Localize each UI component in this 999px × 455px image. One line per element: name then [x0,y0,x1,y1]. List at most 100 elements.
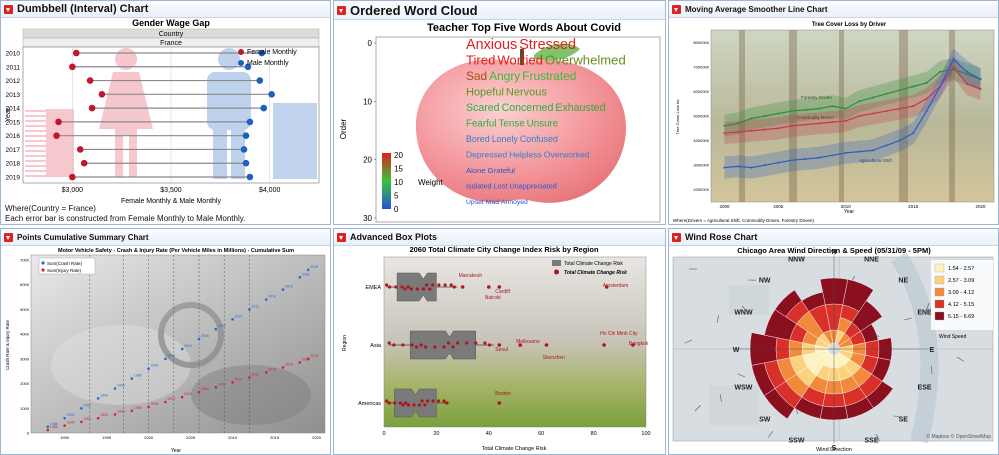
data-point [979,87,982,90]
chart-title: Chicago Area Wind Direction & Speed (05/… [737,246,931,255]
chart-title: 2060 Total Climate City Change Index Ris… [409,245,598,254]
data-point [474,341,478,345]
dumbbell-chart: Gender Wage Gap Country France 2010 2011 2… [5,18,320,205]
data-point [871,112,874,115]
word: Frustrated [522,69,576,83]
point-label: 2016 [285,362,293,366]
word: Angry [489,69,520,83]
legend-points: Total Climate Change Risk [564,270,627,276]
cumulative-point [96,416,100,420]
data-point [885,110,888,113]
menu-triangle-icon[interactable] [672,4,681,14]
word-row: Hopeful Nervous [466,87,547,99]
cumulative-panel: Points Cumulative Summary Chart Motor Ve… [0,228,331,455]
wind-wedge [774,289,803,318]
legend-female: Female Monthly [247,49,297,56]
wind-arrow [768,430,774,438]
chart-title: Gender Wage Gap [132,18,210,28]
windrose-panel: Wind Rose Chart Chicago Area Wind Direct… [668,228,999,455]
word: Fearful [466,119,497,130]
outlier-point [460,285,465,289]
direction-label: SW [759,416,771,423]
wind-arrow [893,415,902,418]
cumulative-point [248,376,251,379]
y-tick-label: Asia [370,343,382,349]
point-label: 1998 [134,374,142,378]
x-tick-label: 2020 [312,435,322,440]
menu-triangle-icon[interactable] [4,4,13,14]
point-label: 2019 [310,265,318,269]
female-point [53,132,60,139]
legend-tick-label: 10 [394,178,403,187]
data-point [385,283,389,287]
group-header: Country [159,31,184,38]
x-axis-label: Year [844,209,854,215]
direction-label: WSW [735,385,753,392]
where-note: Where(Country = France) Each error bar i… [5,204,245,224]
word-row: Bored Lonely Confused [466,134,558,144]
cumulative-point [80,420,83,424]
x-tick-label: 100 [641,431,650,437]
data-point [455,341,460,345]
direction-label: NE [898,278,908,285]
point-label: 2010 [235,314,243,318]
legend: Total Climate Change Risk Total Climate … [552,260,627,276]
cumulative-point [264,298,268,301]
x-tick-label: 2000 [719,204,730,209]
cumulative-point [197,390,201,394]
notched-box [409,330,476,360]
menu-triangle-icon[interactable] [337,232,346,242]
cumulative-point [164,357,167,361]
cumulative-point [298,275,302,279]
data-point [871,149,874,152]
cumulative-point [130,409,134,413]
data-point [939,70,942,73]
female-point [69,63,76,71]
data-point [419,343,423,347]
cumulative-point [63,416,66,420]
word-row: Alone Grateful [466,166,515,175]
point-label: 2019 [310,354,318,358]
weight-legend: 20 15 10 5 0 Weight [382,151,444,214]
legend-tick-label: 5 [394,192,399,201]
data-point [424,345,428,349]
dumbbell-panel-title: Dumbbell (Interval) Chart [17,3,149,15]
female-point [86,77,94,84]
wind-arrow [741,305,748,313]
moving-average-line [724,58,981,169]
word: Depressed [466,150,507,160]
cumulative-point [214,385,218,389]
menu-triangle-icon[interactable] [4,232,13,242]
data-point [431,283,435,287]
data-point [898,89,901,92]
direction-label: NNW [788,256,805,263]
data-point [487,343,492,347]
legend-tick-label: 20 [394,151,403,160]
series-label-commodity: Commodity Driven [797,115,835,120]
male-point [242,132,250,139]
menu-triangle-icon[interactable] [337,5,346,15]
word: Sad [466,69,487,83]
menu-triangle-icon[interactable] [672,232,681,242]
y-tick-label: 30 [363,214,372,223]
legend-swatch [934,299,945,309]
data-point [736,165,739,168]
direction-label: SSW [789,438,805,445]
x-tick-label: 2010 [228,435,238,440]
point-label: 2006 [201,387,209,391]
data-point [763,128,766,131]
point-label: 2000 [151,364,159,368]
data-point [858,115,861,117]
y-tick-label: 2011 [6,64,20,71]
cumulative-point [113,413,117,416]
y-axis-label: Year [5,107,12,122]
plot-frame [710,29,995,203]
y-tick-label: 2000 [20,381,30,386]
word: Nervous [506,87,547,99]
data-point [723,166,726,169]
data-point [763,164,766,167]
direction-label: ENE [917,309,932,316]
data-point [394,285,398,289]
direction-label: W [733,347,740,354]
female-point [55,118,62,126]
